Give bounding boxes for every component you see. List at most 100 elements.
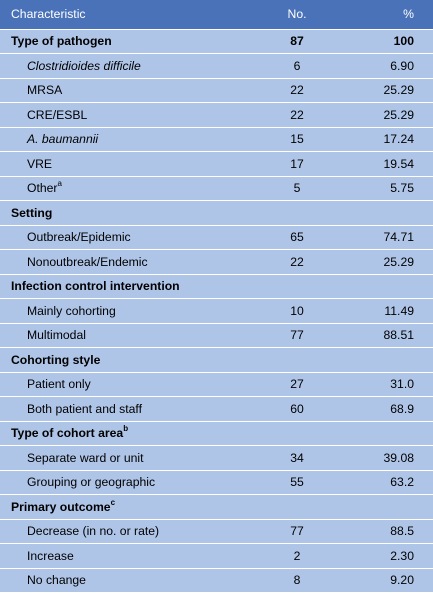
characteristic-label: Nonoutbreak/Endemic: [27, 254, 148, 269]
percent-cell: 68.9: [341, 396, 433, 422]
table-row: Mainly cohorting 10 11.49: [0, 298, 433, 324]
characteristic-label: Both patient and staff: [27, 401, 142, 416]
section-label-cell: Primary outcomec: [0, 494, 253, 520]
percent-cell: 63.2: [341, 470, 433, 495]
section-row: Setting: [0, 200, 433, 226]
characteristic-cell: MRSA: [0, 78, 253, 103]
header-count: No.: [253, 0, 341, 30]
percent-cell: 88.51: [341, 323, 433, 348]
count-cell: 6: [253, 53, 341, 79]
characteristic-label: CRE/ESBL: [27, 107, 88, 122]
section-label: Type of cohort area: [11, 426, 124, 441]
section-label-cell: Infection control intervention: [0, 274, 253, 299]
section-label: Primary outcome: [11, 499, 111, 514]
percent-cell: [341, 494, 433, 520]
percent-cell: [341, 421, 433, 446]
characteristic-label: Other: [27, 181, 58, 196]
section-row: Primary outcomec: [0, 494, 433, 520]
percent-cell: 31.0: [341, 372, 433, 397]
section-row: Infection control intervention: [0, 274, 433, 299]
characteristic-cell: Clostridioides difficile: [0, 53, 253, 79]
table-row: CRE/ESBL 22 25.29: [0, 102, 433, 128]
characteristic-label: Outbreak/Epidemic: [27, 230, 131, 245]
count-cell: 22: [253, 249, 341, 275]
characteristic-label: Multimodal: [27, 328, 86, 343]
count-cell: 77: [253, 323, 341, 348]
characteristic-cell: Nonoutbreak/Endemic: [0, 249, 253, 275]
table-row: Outbreak/Epidemic 65 74.71: [0, 225, 433, 250]
count-cell: 27: [253, 372, 341, 397]
section-label: Cohorting style: [11, 352, 101, 367]
count-cell: [253, 421, 341, 446]
characteristic-label: Mainly cohorting: [27, 303, 116, 318]
table-header: Characteristic No. %: [0, 0, 433, 30]
section-row: Type of pathogen 87 100: [0, 29, 433, 54]
characteristic-cell: Both patient and staff: [0, 396, 253, 422]
count-cell: 17: [253, 151, 341, 177]
percent-cell: [341, 347, 433, 373]
characteristic-label: Clostridioides difficile: [27, 58, 141, 73]
section-label-cell: Cohorting style: [0, 347, 253, 373]
count-cell: [253, 274, 341, 299]
characteristic-label: VRE: [27, 156, 53, 171]
count-cell: 10: [253, 298, 341, 324]
header-percent: %: [341, 0, 433, 30]
table-row: A. baumannii 15 17.24: [0, 127, 433, 152]
characteristic-label: A. baumannii: [27, 132, 99, 147]
percent-cell: [341, 274, 433, 299]
percent-cell: 100: [341, 29, 433, 54]
characteristic-cell: Patient only: [0, 372, 253, 397]
percent-cell: 2.30: [341, 543, 433, 569]
table-row: Separate ward or unit 34 39.08: [0, 445, 433, 471]
table-row: Multimodal 77 88.51: [0, 323, 433, 348]
characteristic-cell: Othera: [0, 176, 253, 201]
section-row: Cohorting style: [0, 347, 433, 373]
count-cell: [253, 200, 341, 226]
count-cell: 22: [253, 78, 341, 103]
table-row: Both patient and staff 60 68.9: [0, 396, 433, 422]
table-body: Type of pathogen 87 100 Clostridioides diff…: [0, 29, 433, 593]
characteristic-label: MRSA: [27, 83, 63, 98]
table-row: Increase 2 2.30: [0, 543, 433, 569]
characteristic-cell: Separate ward or unit: [0, 445, 253, 471]
characteristic-label: No change: [27, 573, 86, 588]
percent-cell: 25.29: [341, 102, 433, 128]
characteristic-label: Decrease (in no. or rate): [27, 524, 160, 539]
count-cell: 34: [253, 445, 341, 471]
count-cell: 87: [253, 29, 341, 54]
count-cell: 15: [253, 127, 341, 152]
footnote-marker: c: [110, 497, 116, 507]
table-row: Patient only 27 31.0: [0, 372, 433, 397]
percent-cell: 11.49: [341, 298, 433, 324]
count-cell: 2: [253, 543, 341, 569]
count-cell: 65: [253, 225, 341, 250]
table-row: Nonoutbreak/Endemic 22 25.29: [0, 249, 433, 275]
section-label-cell: Type of cohort areab: [0, 421, 253, 446]
characteristic-cell: Grouping or geographic: [0, 470, 253, 495]
characteristic-label: Grouping or geographic: [27, 475, 156, 490]
count-cell: 77: [253, 519, 341, 544]
percent-cell: 19.54: [341, 151, 433, 177]
characteristic-cell: A. baumannii: [0, 127, 253, 152]
percent-cell: [341, 200, 433, 226]
table-row: Decrease (in no. or rate) 77 88.5: [0, 519, 433, 544]
percent-cell: 74.71: [341, 225, 433, 250]
footnote-marker: b: [123, 424, 129, 434]
percent-cell: 17.24: [341, 127, 433, 152]
characteristic-cell: Outbreak/Epidemic: [0, 225, 253, 250]
section-row: Type of cohort areab: [0, 421, 433, 446]
header-row: Characteristic No. %: [0, 0, 433, 30]
table-row: Othera 5 5.75: [0, 176, 433, 201]
percent-cell: 88.5: [341, 519, 433, 544]
header-characteristic: Characteristic: [0, 0, 253, 30]
percent-cell: 6.90: [341, 53, 433, 79]
section-label: Setting: [11, 205, 53, 220]
characteristic-label: Increase: [27, 548, 74, 563]
characteristic-label: Patient only: [27, 377, 91, 392]
count-cell: [253, 494, 341, 520]
percent-cell: 25.29: [341, 78, 433, 103]
count-cell: 5: [253, 176, 341, 201]
section-label: Type of pathogen: [11, 34, 112, 49]
